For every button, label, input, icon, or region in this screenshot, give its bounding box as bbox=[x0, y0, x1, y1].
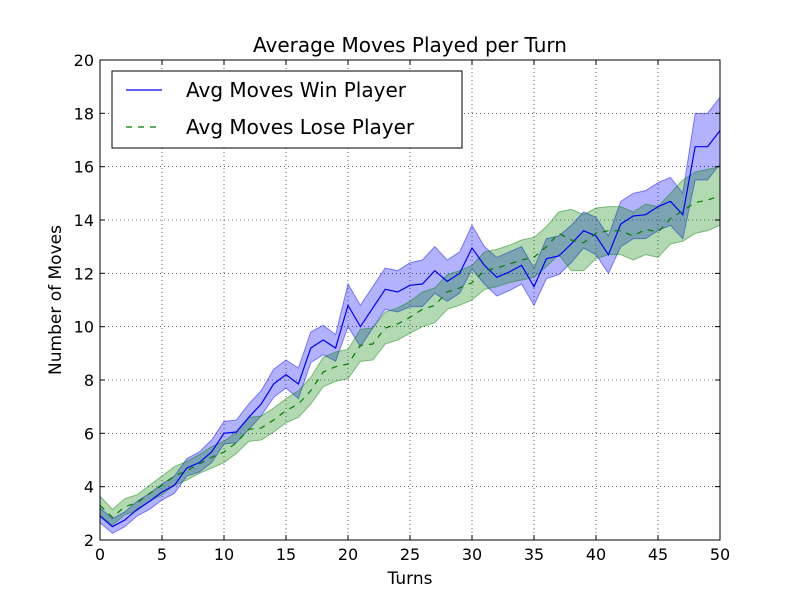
series-line-1 bbox=[99, 195, 721, 519]
x-tick-label-9: 45 bbox=[648, 545, 668, 564]
y-tick-label-1: 4 bbox=[84, 478, 94, 497]
x-tick-label-0: 0 bbox=[95, 545, 105, 564]
legend: Avg Moves Win Player Avg Moves Lose Play… bbox=[111, 70, 463, 149]
x-tick-label-6: 30 bbox=[462, 545, 482, 564]
x-tick-label-7: 35 bbox=[524, 545, 544, 564]
x-tick-label-1: 5 bbox=[157, 545, 167, 564]
x-tick-label-2: 10 bbox=[214, 545, 234, 564]
x-tick-label-8: 40 bbox=[586, 545, 606, 564]
y-tick-label-5: 12 bbox=[74, 264, 94, 283]
x-tick-label-5: 25 bbox=[400, 545, 420, 564]
legend-box bbox=[111, 70, 463, 149]
y-tick-label-0: 2 bbox=[84, 531, 94, 550]
x-tick-label-3: 15 bbox=[276, 545, 296, 564]
y-tick-label-4: 10 bbox=[74, 318, 94, 337]
legend-label-lose: Avg Moves Lose Player bbox=[186, 115, 415, 139]
chart-title: Average Moves Played per Turn bbox=[253, 33, 567, 57]
y-axis-label: Number of Moves bbox=[46, 225, 66, 375]
x-tick-label-4: 20 bbox=[338, 545, 358, 564]
y-tick-label-9: 20 bbox=[74, 51, 94, 70]
y-tick-label-7: 16 bbox=[74, 158, 94, 177]
y-tick-label-8: 18 bbox=[74, 104, 94, 123]
y-tick-label-6: 14 bbox=[74, 211, 94, 230]
series-line-0 bbox=[99, 130, 721, 528]
x-tick-label-10: 50 bbox=[710, 545, 730, 564]
y-tick-label-3: 8 bbox=[84, 371, 94, 390]
plot-area: 0 5 10 15 20 25 30 35 40 45 50 2 4 6 8 10 12 14 16 18 20 bbox=[74, 51, 731, 564]
y-tick-label-2: 6 bbox=[84, 424, 94, 443]
x-axis-label: Turns bbox=[387, 569, 433, 589]
legend-label-win: Avg Moves Win Player bbox=[186, 78, 407, 102]
